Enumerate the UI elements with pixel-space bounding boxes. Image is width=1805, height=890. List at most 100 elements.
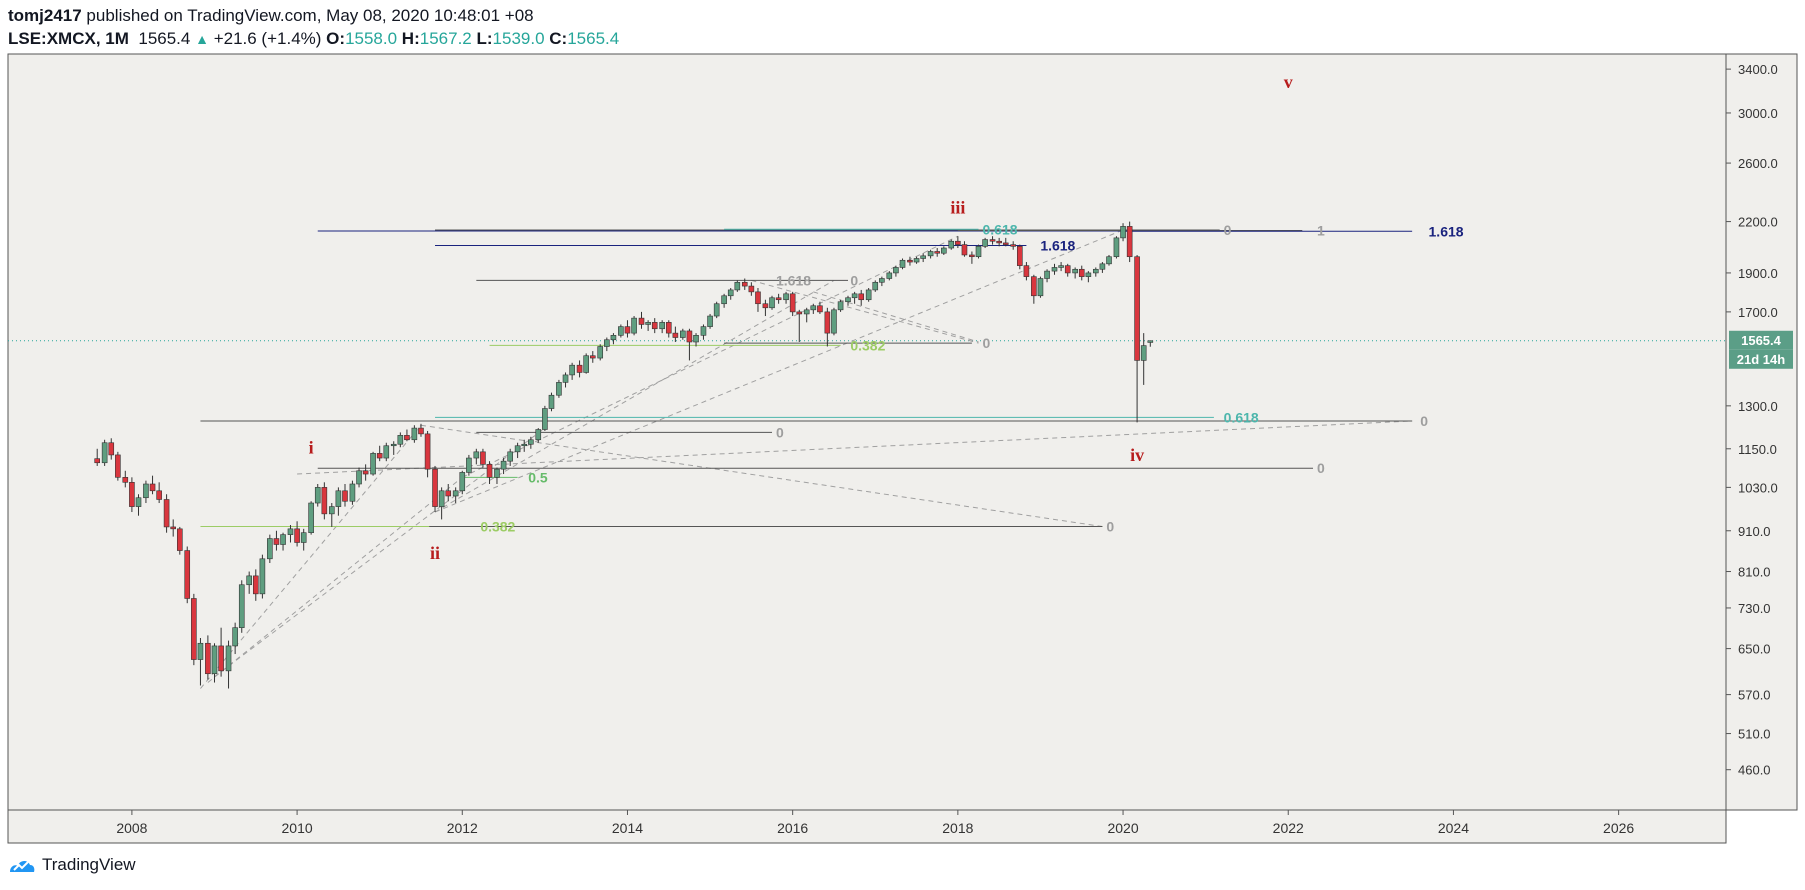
candle-up — [569, 364, 575, 376]
wave-label: v — [1284, 72, 1293, 92]
high-value: 1567.2 — [419, 29, 472, 48]
candle-up — [521, 443, 528, 447]
candle-down — [218, 645, 224, 672]
time-tick-label: 2014 — [612, 820, 643, 836]
candle-down — [651, 322, 658, 330]
candle-up — [1140, 345, 1147, 361]
wave-label: iv — [1130, 445, 1144, 465]
candle-down — [589, 355, 596, 359]
time-tick-label: 2018 — [942, 820, 973, 836]
wave-label: iii — [950, 198, 965, 218]
candle-up — [604, 339, 610, 347]
candle-down — [445, 490, 452, 497]
price-axis[interactable] — [1725, 53, 1798, 811]
candle-up — [1044, 270, 1050, 279]
candle-down — [638, 317, 645, 325]
candle-down — [424, 433, 431, 470]
candle-up — [473, 451, 480, 459]
trend-line — [297, 420, 1413, 475]
candle-down — [961, 244, 968, 256]
candle-up — [948, 240, 955, 249]
candle-up — [783, 293, 789, 301]
price-tick-label: 1300.0 — [1738, 399, 1778, 414]
candle-up — [700, 326, 707, 336]
candle-up — [143, 483, 149, 499]
candle-up — [349, 483, 356, 502]
price-tick-label: 1900.0 — [1738, 266, 1778, 281]
symbol-name: LSE:XMCX, 1M — [8, 29, 129, 48]
close-label: C: — [549, 29, 568, 48]
price-tick-label: 3000.0 — [1738, 106, 1778, 121]
candle-up — [769, 297, 775, 309]
candles-layer — [94, 221, 1154, 689]
candle-down — [748, 285, 755, 293]
candle-up — [280, 534, 286, 545]
trend-line — [462, 235, 959, 478]
price-tag: 1565.4 21d 14h — [1729, 330, 1793, 369]
candle-down — [1023, 265, 1030, 277]
candle-up — [556, 382, 562, 396]
candle-down — [115, 454, 121, 478]
open-label: O: — [326, 29, 346, 48]
candle-down — [362, 470, 369, 475]
candle-up — [328, 506, 335, 515]
triangle-up-icon: ▲ — [195, 31, 209, 47]
fib-level-label: 0 — [1420, 413, 1428, 429]
candle-up — [872, 281, 879, 291]
tradingview-logo-icon — [10, 860, 35, 872]
price-tick-label: 650.0 — [1738, 642, 1771, 657]
candle-down — [955, 240, 961, 245]
candle-up — [721, 295, 727, 305]
fib-level-label: 1 — [1317, 222, 1325, 238]
candle-up — [734, 281, 741, 291]
candle-up — [314, 487, 321, 504]
fib-level-label: 0.618 — [983, 221, 1018, 237]
candle-up — [528, 439, 534, 445]
fib-level-label: 0 — [1106, 519, 1114, 535]
candle-up — [1099, 263, 1106, 270]
candle-up — [975, 246, 982, 258]
candle-up — [680, 330, 686, 338]
author-name[interactable]: tomj2417 — [8, 6, 82, 25]
candle-up — [246, 575, 252, 586]
candle-up — [845, 297, 851, 303]
candle-down — [817, 305, 823, 313]
chart-pane[interactable] — [7, 53, 1727, 811]
candle-up — [1051, 267, 1058, 272]
candle-down — [969, 254, 975, 258]
candle-down — [480, 451, 486, 465]
candle-up — [693, 335, 699, 343]
candle-up — [982, 239, 988, 247]
tradingview-brand: TradingView — [42, 855, 136, 874]
price-tick-label: 1150.0 — [1738, 442, 1777, 457]
price-change: +21.6 (+1.4%) — [213, 29, 322, 48]
fib-level-label: 0.382 — [480, 519, 515, 535]
candle-down — [1064, 265, 1071, 274]
candle-up — [631, 317, 637, 334]
candle-up — [300, 532, 307, 543]
tradingview-footer[interactable]: TradingView — [8, 855, 136, 875]
candle-up — [390, 443, 397, 447]
candle-up — [707, 315, 713, 327]
candle-up — [411, 427, 418, 441]
candle-up — [920, 255, 926, 259]
candle-down — [321, 487, 328, 515]
candle-up — [837, 301, 844, 311]
fib-level-label: 0.618 — [1224, 409, 1259, 425]
fib-level-label: 0.382 — [850, 337, 885, 353]
price-tick-label: 570.0 — [1738, 688, 1771, 703]
candle-down — [1126, 226, 1133, 258]
trend-line — [751, 279, 979, 344]
candle-down — [741, 281, 748, 287]
candle-down — [1031, 276, 1037, 297]
candle-down — [486, 464, 493, 478]
time-tick-label: 2016 — [777, 820, 808, 836]
fib-level-label: 0 — [1317, 460, 1325, 476]
wave-label: i — [309, 437, 314, 457]
candle-up — [1120, 226, 1126, 239]
candle-up — [500, 460, 507, 470]
candle-up — [466, 457, 472, 473]
time-axis[interactable] — [7, 809, 1727, 844]
candle-up — [535, 429, 542, 441]
